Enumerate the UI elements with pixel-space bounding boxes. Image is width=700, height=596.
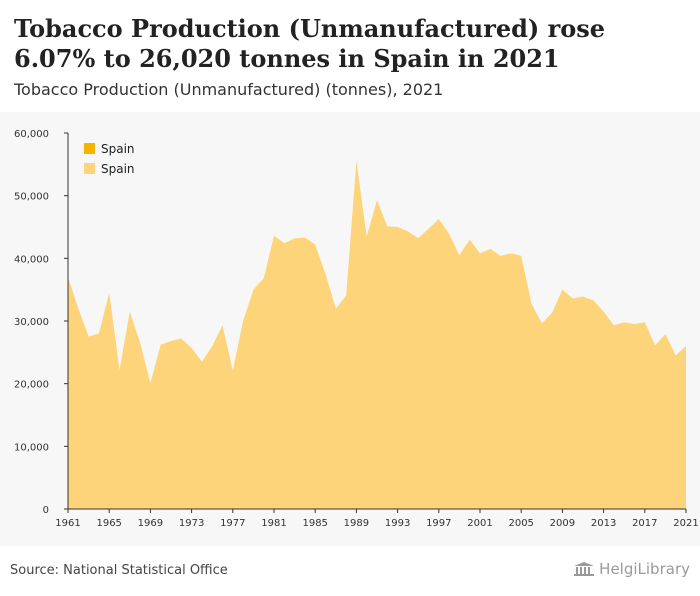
legend-label-2: Spain bbox=[101, 162, 135, 176]
data-point-2012 bbox=[591, 298, 595, 302]
data-point-1996 bbox=[427, 227, 431, 231]
x-tick-label-1985: 1985 bbox=[302, 518, 327, 529]
data-point-1963 bbox=[87, 335, 91, 339]
legend-swatch-1 bbox=[84, 143, 95, 154]
y-tick-label-40000: 40,000 bbox=[14, 254, 49, 265]
x-tick-label-2001: 2001 bbox=[467, 518, 492, 529]
helgi-library-logo[interactable]: HelgiLibrary bbox=[573, 560, 690, 578]
data-point-2003 bbox=[499, 254, 503, 258]
data-point-1972 bbox=[179, 337, 183, 341]
chart-title: Tobacco Production (Unmanufactured) rose… bbox=[14, 14, 606, 73]
data-point-2017 bbox=[643, 320, 647, 324]
data-point-2004 bbox=[509, 251, 513, 255]
legend-label-1: Spain bbox=[101, 142, 135, 156]
x-tick-label-1997: 1997 bbox=[426, 518, 451, 529]
data-point-2014 bbox=[612, 323, 616, 327]
data-point-1966 bbox=[118, 368, 122, 372]
data-point-1978 bbox=[241, 319, 245, 323]
x-tick-label-2009: 2009 bbox=[550, 518, 575, 529]
data-point-1989 bbox=[354, 159, 358, 163]
data-point-2016 bbox=[633, 322, 637, 326]
data-point-1967 bbox=[128, 310, 132, 314]
data-point-2006 bbox=[530, 301, 534, 305]
data-point-1977 bbox=[231, 369, 235, 373]
chart-subtitle: Tobacco Production (Unmanufactured) (ton… bbox=[14, 80, 444, 99]
data-point-1973 bbox=[190, 346, 194, 350]
series-area-spain bbox=[68, 161, 686, 509]
x-tick-label-2017: 2017 bbox=[632, 518, 657, 529]
x-tick-label-2013: 2013 bbox=[591, 518, 616, 529]
data-point-1998 bbox=[447, 232, 451, 236]
data-point-1981 bbox=[272, 234, 276, 238]
data-point-1991 bbox=[375, 198, 379, 202]
data-point-1988 bbox=[344, 294, 348, 298]
data-point-1986 bbox=[324, 272, 328, 276]
area-chart: 0 10,000 20,000 30,000 40,000 50,000 60,000 196… bbox=[14, 129, 699, 529]
x-tick-label-1981: 1981 bbox=[261, 518, 286, 529]
library-building-icon bbox=[574, 562, 595, 576]
x-tick-label-2021: 2021 bbox=[673, 518, 698, 529]
x-tick-label-1977: 1977 bbox=[220, 518, 245, 529]
x-tick-label-2005: 2005 bbox=[508, 518, 533, 529]
x-tick-label-1993: 1993 bbox=[385, 518, 410, 529]
data-point-1969 bbox=[148, 381, 152, 385]
data-point-1971 bbox=[169, 339, 173, 343]
y-tick-label-60000: 60,000 bbox=[14, 129, 49, 140]
logo-text: HelgiLibrary bbox=[599, 560, 690, 578]
y-tick-label-50000: 50,000 bbox=[14, 192, 49, 203]
data-point-1983 bbox=[293, 236, 297, 240]
x-tick-label-1989: 1989 bbox=[344, 518, 369, 529]
chart-panel: 0 10,000 20,000 30,000 40,000 50,000 60,000 196… bbox=[0, 112, 700, 546]
source-note: Source: National Statistical Office bbox=[10, 563, 228, 578]
data-point-2008 bbox=[550, 311, 554, 315]
x-tick-label-1973: 1973 bbox=[179, 518, 204, 529]
y-tick-label-30000: 30,000 bbox=[14, 317, 49, 328]
data-point-1965 bbox=[107, 291, 111, 295]
data-point-1974 bbox=[200, 360, 204, 364]
y-tick-label-0: 0 bbox=[43, 505, 49, 516]
data-point-2005 bbox=[519, 254, 523, 258]
data-point-1994 bbox=[406, 229, 410, 233]
data-point-2021 bbox=[684, 344, 688, 348]
data-point-1970 bbox=[159, 343, 163, 347]
data-point-1964 bbox=[97, 332, 101, 336]
y-tick-label-10000: 10,000 bbox=[14, 442, 49, 453]
data-point-2002 bbox=[488, 247, 492, 251]
data-point-1997 bbox=[437, 217, 441, 221]
data-point-1984 bbox=[303, 236, 307, 240]
y-tick-label-20000: 20,000 bbox=[14, 380, 49, 391]
legend-swatch-2 bbox=[84, 163, 95, 174]
data-point-1968 bbox=[138, 341, 142, 345]
data-point-2001 bbox=[478, 251, 482, 255]
data-point-1993 bbox=[396, 225, 400, 229]
data-point-1995 bbox=[416, 236, 420, 240]
data-point-1985 bbox=[313, 243, 317, 247]
data-point-2000 bbox=[468, 238, 472, 242]
data-point-2010 bbox=[571, 296, 575, 300]
data-point-2007 bbox=[540, 322, 544, 326]
data-point-1979 bbox=[251, 288, 255, 292]
data-point-2020 bbox=[674, 353, 678, 357]
data-point-1980 bbox=[262, 276, 266, 280]
data-point-1975 bbox=[210, 344, 214, 348]
data-point-2009 bbox=[560, 288, 564, 292]
x-tick-label-1965: 1965 bbox=[96, 518, 121, 529]
data-point-2011 bbox=[581, 295, 585, 299]
data-point-1987 bbox=[334, 306, 338, 310]
data-point-1999 bbox=[457, 253, 461, 257]
data-point-1992 bbox=[385, 224, 389, 228]
data-point-1976 bbox=[221, 323, 225, 327]
data-point-1962 bbox=[76, 306, 80, 310]
data-point-2019 bbox=[663, 332, 667, 336]
data-point-2015 bbox=[622, 320, 626, 324]
data-point-2018 bbox=[653, 343, 657, 347]
data-point-1990 bbox=[365, 234, 369, 238]
data-point-2013 bbox=[602, 310, 606, 314]
x-tick-label-1961: 1961 bbox=[55, 518, 80, 529]
data-point-1982 bbox=[282, 241, 286, 245]
x-tick-label-1969: 1969 bbox=[138, 518, 163, 529]
